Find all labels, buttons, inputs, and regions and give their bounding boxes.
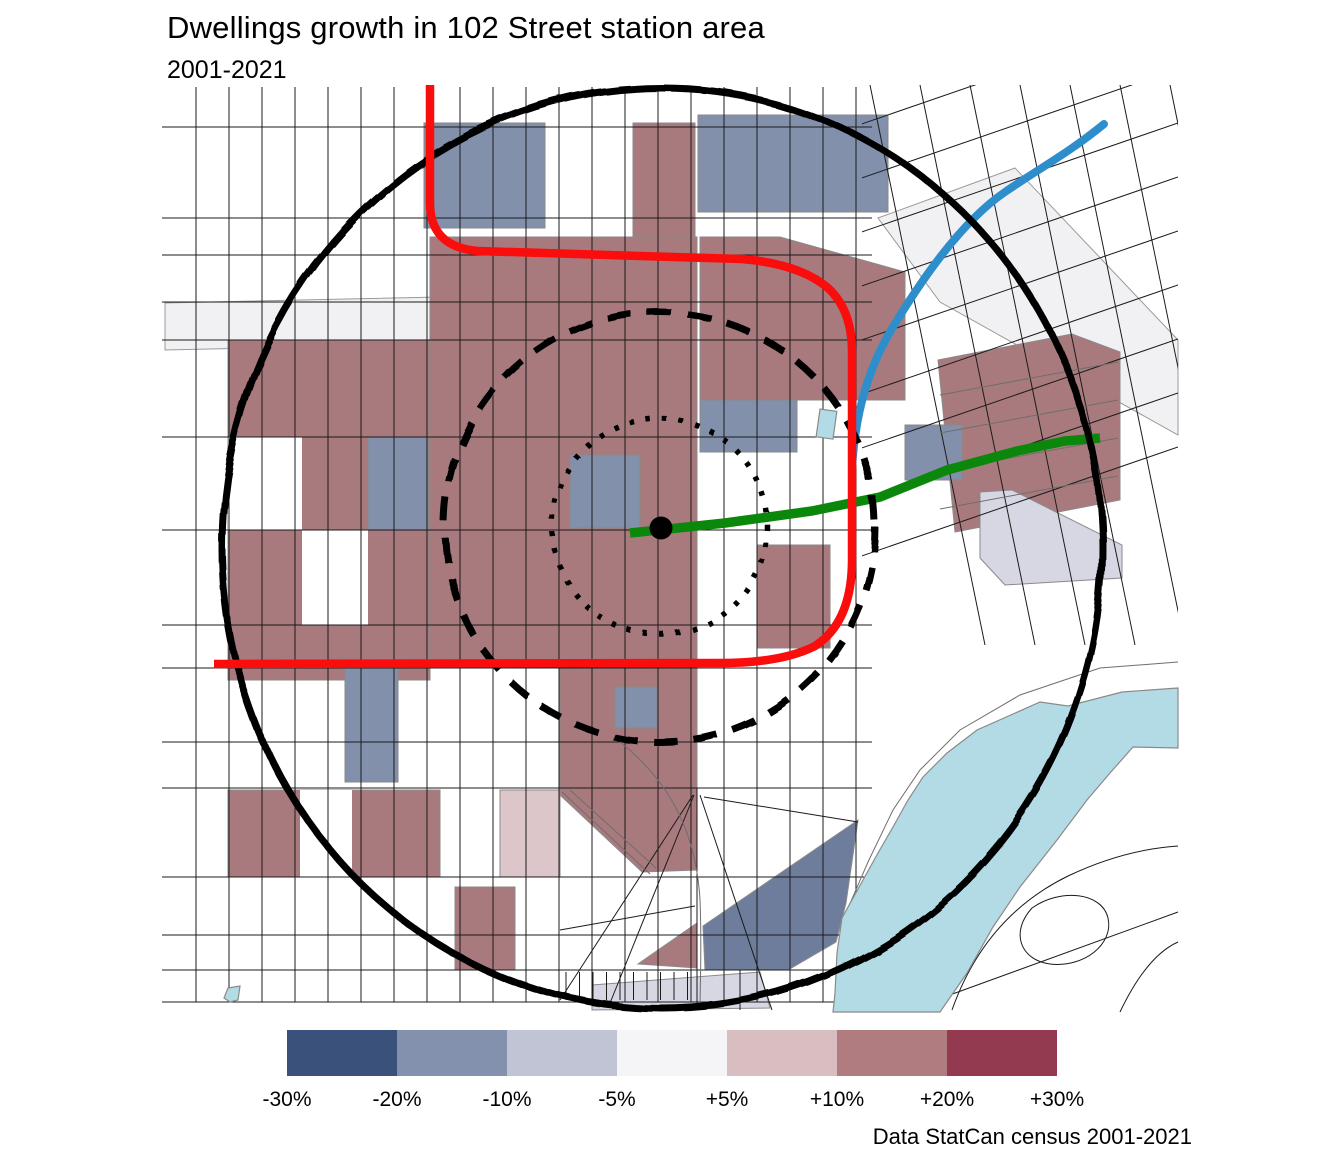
inner-ring-dotted — [549, 416, 771, 638]
street-line — [862, 446, 1178, 557]
street-line — [939, 399, 1119, 434]
census-block-blue — [699, 399, 798, 453]
legend-swatch-4 — [727, 1030, 837, 1076]
street-line — [939, 475, 1119, 510]
road — [607, 794, 695, 1009]
road — [559, 905, 696, 931]
station-marker-dot — [649, 516, 673, 540]
red-route-line — [213, 85, 857, 669]
street-line — [862, 122, 1178, 233]
station-buffer-rings — [218, 84, 1106, 1012]
outer-ring-solid — [218, 84, 1106, 1012]
legend-label-0: -30% — [262, 1088, 312, 1111]
legend-swatch-0 — [287, 1030, 397, 1076]
census-block-blue — [367, 436, 429, 531]
legend-label-6: +20% — [919, 1088, 975, 1111]
census-block-neutral — [302, 530, 368, 625]
road — [1119, 941, 1179, 1013]
street-line — [862, 338, 1178, 449]
street-line — [862, 176, 1178, 287]
census-block-pale-pink — [499, 789, 561, 878]
road — [951, 845, 1179, 1011]
street-grid-orthogonal — [162, 87, 872, 1003]
street-line — [862, 284, 1178, 395]
legend-label-2: -10% — [482, 1088, 532, 1111]
street-line — [869, 85, 986, 645]
census-block-blue — [423, 122, 546, 229]
legend-label-5: +10% — [809, 1088, 865, 1111]
road — [703, 796, 859, 823]
green-route-line — [629, 433, 1101, 538]
legend-label-4: +5% — [705, 1088, 749, 1111]
street-line — [862, 230, 1178, 341]
blue-route-line — [848, 120, 1108, 474]
road — [619, 741, 702, 1011]
street-line — [862, 85, 977, 125]
census-block-blue — [697, 114, 889, 213]
census-block-neutral — [228, 437, 302, 530]
census-block-lavender — [979, 489, 1123, 586]
legend-swatch-1 — [397, 1030, 507, 1076]
river — [832, 687, 1179, 1013]
pond-small — [223, 985, 241, 1003]
street-grid-diagonal-northeast — [862, 85, 1178, 645]
legend-swatch-2 — [507, 1030, 617, 1076]
legend-label-7: +30% — [1029, 1088, 1085, 1111]
road — [561, 789, 657, 875]
census-block-blue — [344, 667, 399, 783]
road — [559, 794, 694, 1001]
road-loop — [1019, 894, 1110, 965]
street-line — [939, 361, 1119, 396]
census-block-blue — [569, 454, 641, 529]
street-line — [1119, 85, 1178, 370]
street-line — [919, 85, 1036, 645]
legend-swatch-6 — [947, 1030, 1057, 1076]
pond — [815, 408, 838, 440]
data-source-caption: Data StatCan census 2001-2021 — [872, 1124, 1192, 1149]
map-title: Dwellings growth in 102 Street station a… — [167, 10, 765, 45]
legend-label-3: -5% — [598, 1088, 636, 1111]
street-line — [969, 85, 1086, 645]
legend-swatch-5 — [837, 1030, 947, 1076]
road — [699, 794, 773, 1011]
legend-color-bar — [287, 1030, 1057, 1076]
census-block-rose — [756, 544, 831, 649]
street-line — [1019, 85, 1136, 645]
legend-swatch-3 — [617, 1030, 727, 1076]
census-block-blue — [614, 686, 658, 729]
street-line — [1069, 85, 1178, 614]
legend-label-1: -20% — [372, 1088, 422, 1111]
middle-ring-dashed — [441, 308, 879, 746]
map-subtitle: 2001-2021 — [167, 56, 287, 84]
legend-labels: -30% -20% -10% -5% +5% +10% +20% +30% — [262, 1088, 1084, 1114]
